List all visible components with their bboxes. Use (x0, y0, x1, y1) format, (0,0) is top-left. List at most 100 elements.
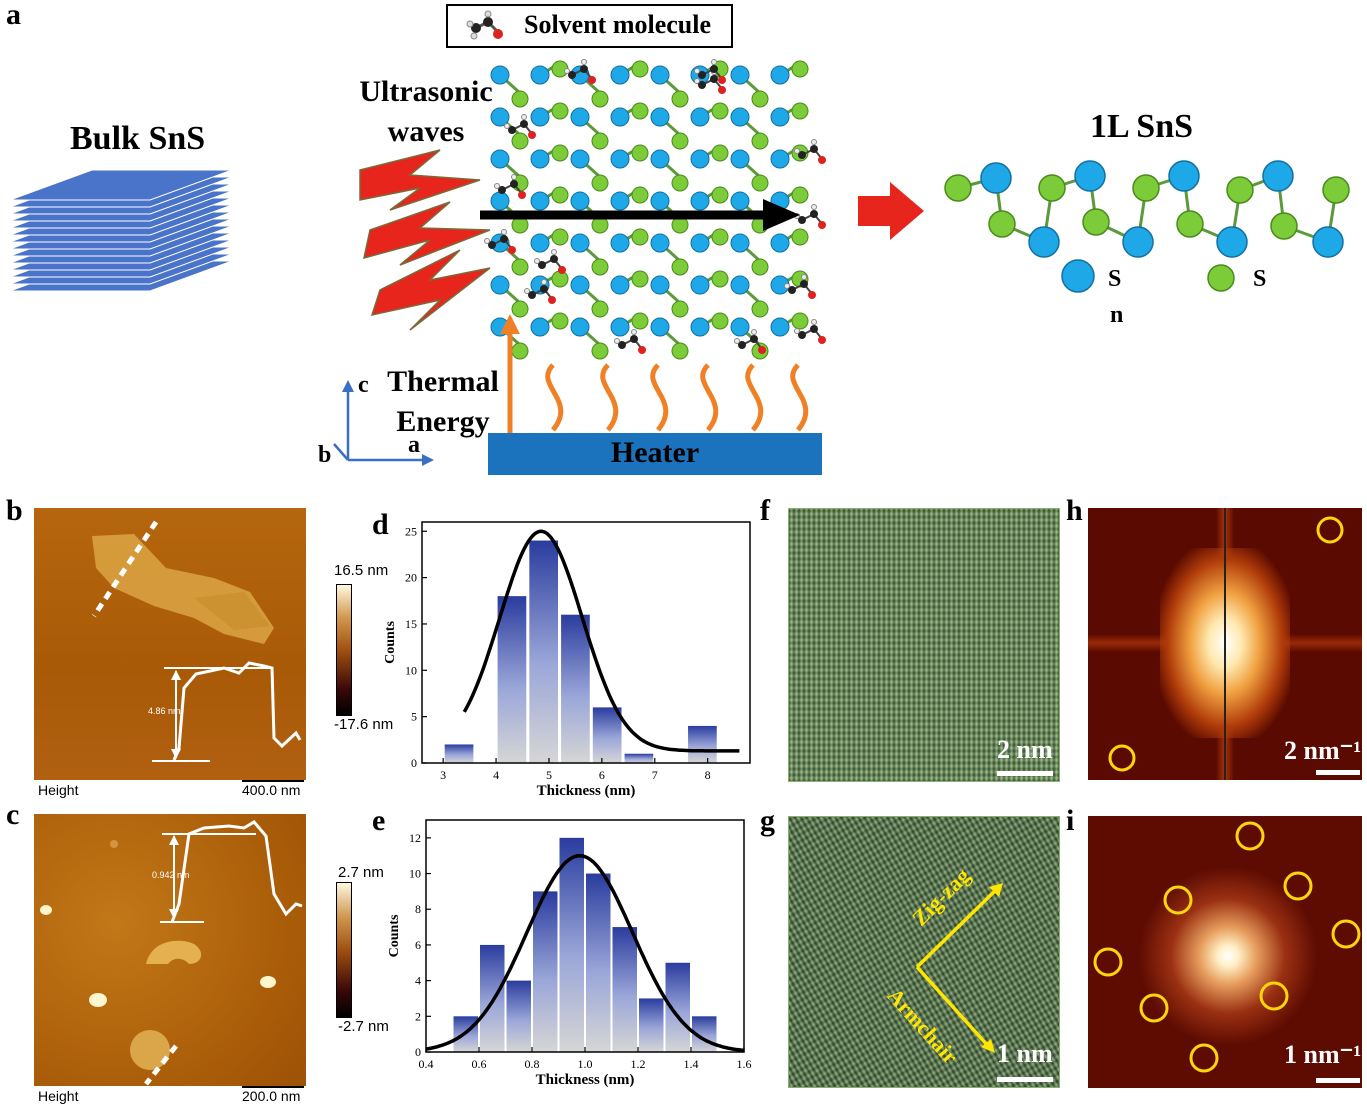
x-tick-label: 1.6 (737, 1057, 752, 1071)
solvent-molecule-mark (534, 249, 566, 274)
x-tick-label: 1.2 (631, 1057, 646, 1071)
panel-label-g: g (760, 804, 775, 837)
ultrasonic-bolts-icon (359, 149, 491, 331)
gaussian-fit-curve (425, 853, 745, 1053)
panel-label-c: c (6, 798, 20, 831)
monolayer-chain-illustration (944, 160, 1350, 258)
afm-b-caption-left: Height (38, 782, 79, 798)
fft-i-spot-4 (1163, 885, 1193, 915)
plot-frame (421, 521, 751, 764)
fft-h-spot-1 (1316, 516, 1344, 544)
thermal-waves-illustration (500, 314, 809, 435)
sn-atom-mark (1216, 226, 1248, 258)
exfoliation-arrow (480, 199, 800, 231)
fft-i-spot-5 (1093, 947, 1123, 977)
s-atom-mark (944, 174, 972, 202)
hrtem-f-scale-label: 2 nm (997, 735, 1053, 764)
heater-label: Heater (610, 436, 700, 469)
ultrasonic-waves-label: Ultrasonic waves (359, 75, 493, 148)
x-tick-label: 6 (599, 768, 605, 782)
afm-b-scalebar (242, 780, 304, 782)
histogram-bar (497, 596, 527, 763)
afm-b-caption-right: 400.0 nm (242, 782, 301, 798)
y-tick-label: 4 (415, 974, 421, 988)
hrtem-g-scalebar (997, 1077, 1053, 1082)
histogram-d: 3 4 5 6 7 8 0 5 10 15 20 25 Thickness (nm) Counts (383, 521, 751, 799)
y-axis-label: Counts (383, 621, 398, 664)
x-axis-label: Thickness (nm) (536, 1072, 635, 1088)
sn-legend-letter-s: S (1108, 266, 1122, 292)
afm-c-profile-label: 0.942 nm (152, 870, 190, 880)
histogram-bar (592, 707, 622, 763)
solvent-molecule-mark (524, 279, 556, 304)
y-tick-label: 12 (409, 831, 421, 845)
histogram-bar (586, 873, 611, 1052)
fft-i-scalebar (1316, 1078, 1360, 1083)
panel-label-i: i (1066, 804, 1075, 837)
legend-box: Solvent molecule (446, 4, 733, 48)
fft-i-spot-8 (1189, 1043, 1219, 1073)
solvent-molecule-icon (466, 10, 503, 40)
fft-i-spot-1 (1235, 821, 1265, 851)
thermal-energy-label: Thermal Energy (387, 365, 499, 438)
histogram-bar (688, 725, 717, 763)
afm-c-colorbar (336, 882, 352, 1018)
afm-b-profile-label: 4.86 nm (148, 706, 181, 716)
x-tick-label: 0.8 (525, 1057, 540, 1071)
fft-i-spot-2 (1283, 871, 1313, 901)
sn-atom-mark (980, 162, 1012, 194)
solvent-molecule-mark (794, 319, 826, 344)
solvent-molecule-mark (784, 274, 816, 299)
legend-solvent-label: Solvent molecule (524, 10, 712, 39)
y-tick-label: 10 (405, 663, 417, 677)
histogram-bar (444, 744, 474, 763)
hrtem-image-f: 2 nm (788, 508, 1060, 782)
fft-h-spot-2 (1108, 744, 1136, 772)
x-axis-label: Thickness (nm) (537, 783, 636, 799)
panel-label-e: e (372, 804, 386, 837)
hrtem-image-g: Zig-zag Armchair 1 nm (788, 816, 1060, 1088)
axis-a-label: a (408, 432, 420, 458)
fft-i-spot-3 (1331, 919, 1361, 949)
y-tick-label: 20 (405, 571, 417, 585)
afm-b-cbar-max: 16.5 nm (334, 562, 389, 579)
x-tick-label: 0.4 (419, 1057, 434, 1071)
x-tick-label: 8 (705, 768, 711, 782)
axis-c-label: c (358, 372, 369, 398)
x-tick-label: 5 (546, 768, 552, 782)
histogram-bar (529, 540, 559, 763)
solvent-molecule-mark (794, 139, 826, 164)
fft-image-h: 2 nm⁻¹ (1088, 508, 1362, 780)
gaussian-fit-curve (462, 529, 740, 753)
bulk-stack-illustration (9, 169, 233, 292)
s-atom-mark (1132, 174, 1160, 202)
y-tick-label: 15 (405, 617, 417, 631)
red-arrow-icon (858, 182, 924, 240)
panel-label-a: a (6, 0, 21, 31)
histogram-bar (639, 998, 664, 1052)
sns-lattice-illustration (484, 59, 826, 360)
crystal-axes-icon (333, 380, 434, 466)
s-atom-mark (1226, 176, 1254, 204)
s-legend-letter: S (1253, 266, 1267, 292)
monolayer-sns-label: 1L SnS (1090, 108, 1194, 145)
solvent-molecule-mark (734, 329, 766, 354)
sn-atom-mark (1028, 226, 1060, 258)
x-tick-label: 1.4 (684, 1057, 699, 1071)
histogram-e: 0.4 0.6 0.8 1.0 1.2 1.4 1.6 0 2 4 6 8 10 12 Thickness … (387, 819, 752, 1088)
y-tick-label: 2 (415, 1009, 421, 1023)
s-atom-legend-icon (1207, 264, 1235, 292)
histogram-bar (624, 753, 654, 763)
fft-h-scale-label: 2 nm⁻¹ (1284, 736, 1362, 765)
y-tick-label: 6 (415, 938, 421, 952)
panel-label-b: b (6, 494, 23, 527)
s-atom-mark (1176, 210, 1204, 238)
y-tick-label: 5 (411, 710, 417, 724)
sn-atom-mark (1074, 160, 1106, 192)
s-atom-mark (1082, 208, 1110, 236)
sn-atom-mark (1122, 226, 1154, 258)
x-tick-label: 7 (652, 768, 658, 782)
fft-i-spot-6 (1259, 981, 1289, 1011)
hrtem-g-scale-label: 1 nm (997, 1039, 1053, 1068)
s-atom-mark (1270, 212, 1298, 240)
